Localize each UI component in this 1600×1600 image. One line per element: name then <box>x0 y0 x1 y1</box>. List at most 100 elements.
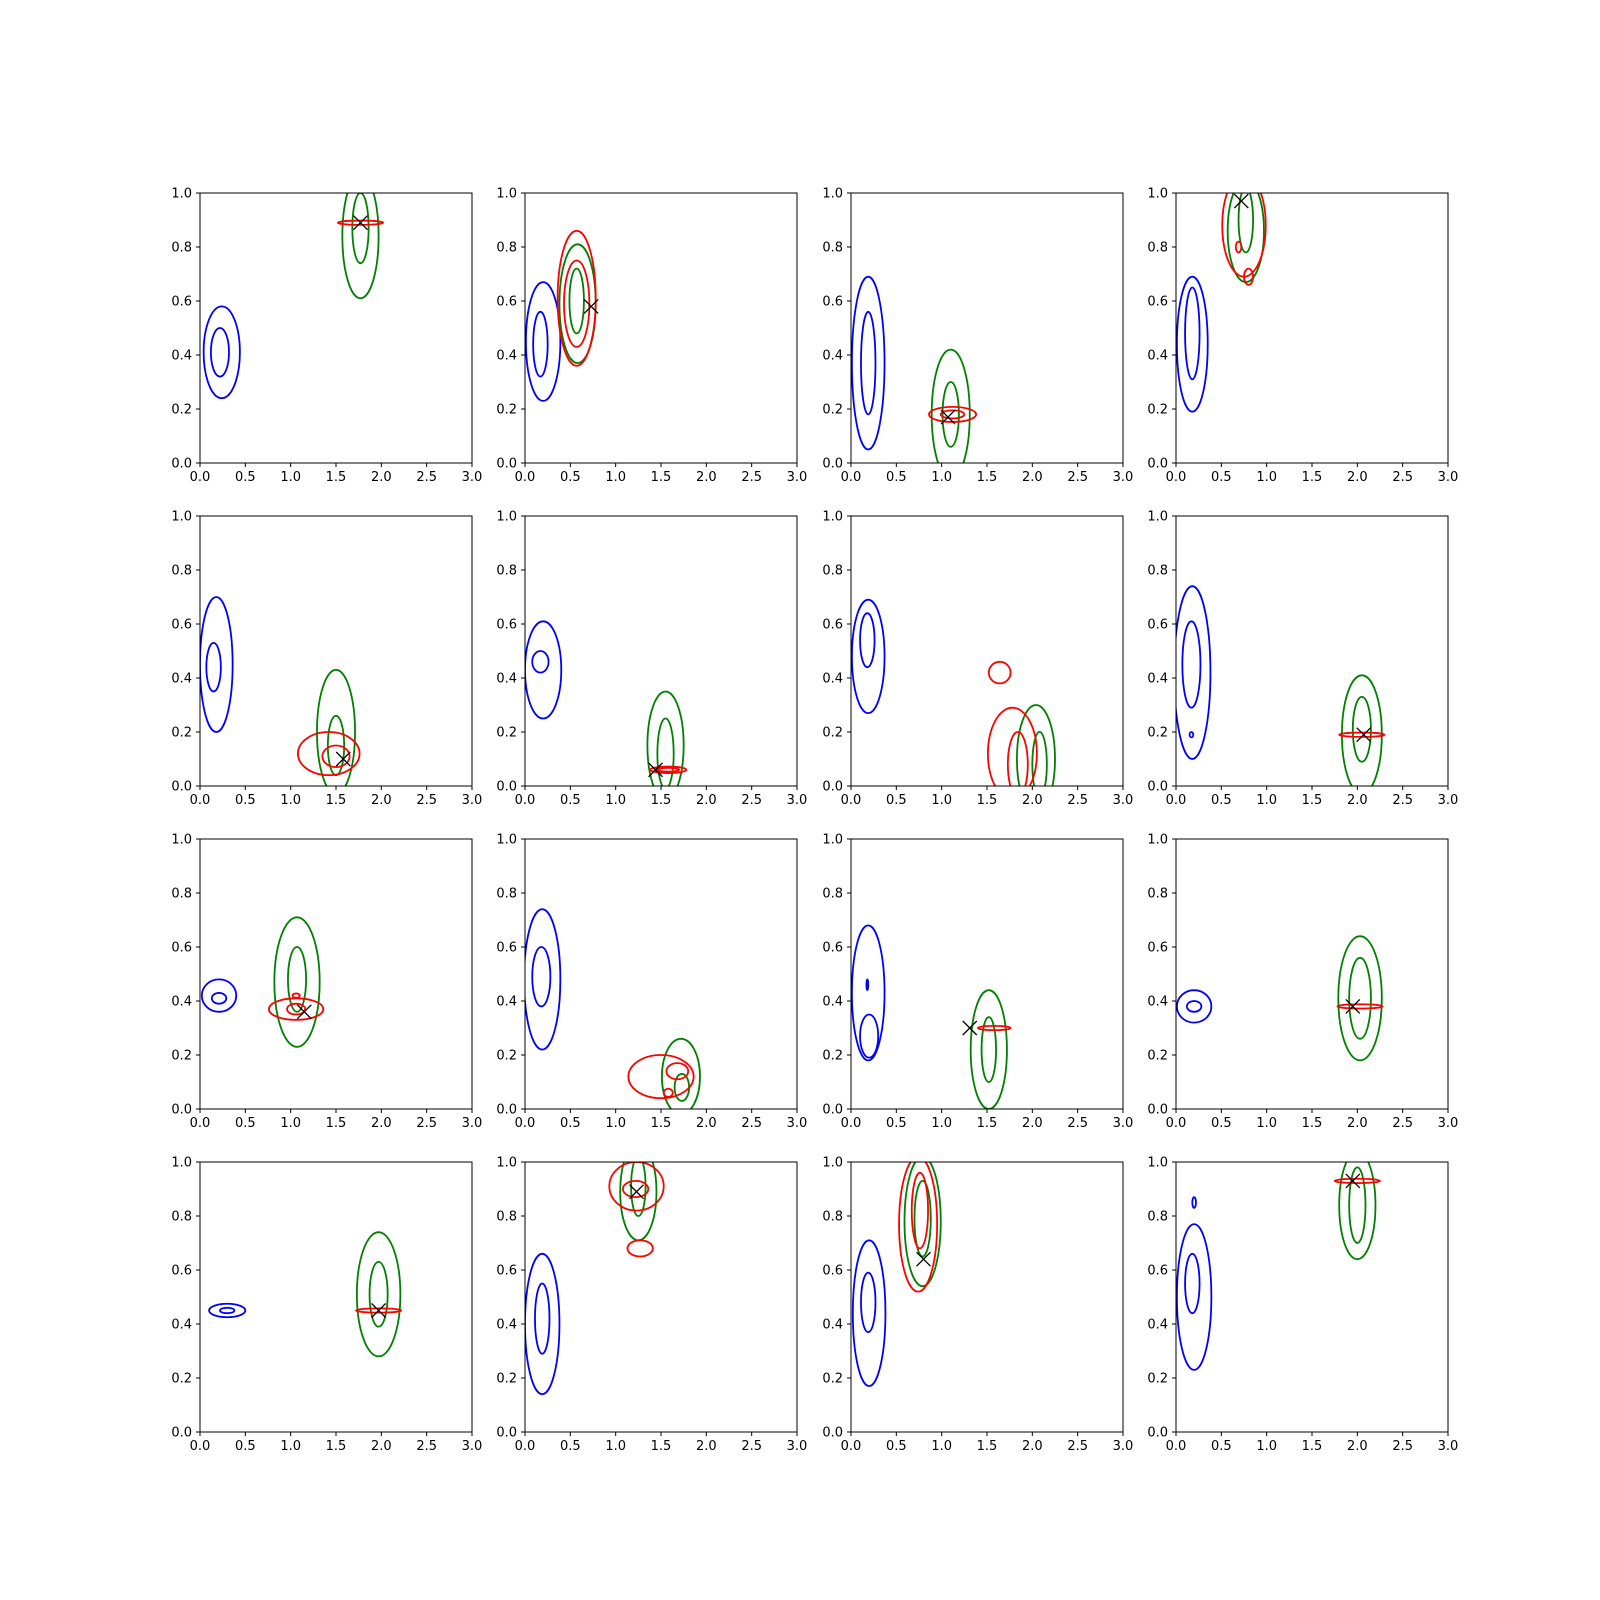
x-tick-label: 1.0 <box>931 470 952 485</box>
y-tick-label: 1.0 <box>496 510 517 525</box>
y-tick-label: 1.0 <box>171 1156 192 1171</box>
blue-contour <box>531 946 552 1008</box>
y-tick-label: 0.8 <box>171 241 192 256</box>
blue-contour <box>1184 286 1201 381</box>
x-tick-label: 3.0 <box>462 470 483 485</box>
x-tick-label: 0.0 <box>1166 793 1187 808</box>
plot-area <box>1176 1162 1381 1371</box>
subplot-4: 0.0 0.5 1.0 1.5 2.0 2.5 3.0 0.0 0.2 0.4 0.6 0.8 1.0 <box>1147 187 1459 486</box>
y-tick-label: 0.2 <box>171 1372 192 1387</box>
x-tick-label: 0.0 <box>515 793 536 808</box>
plot-area <box>1176 585 1386 786</box>
axes-frame <box>1175 838 1449 1110</box>
plot-area <box>1176 935 1384 1062</box>
blue-contour <box>202 305 241 400</box>
y-tick-label: 0.2 <box>496 1049 517 1064</box>
green-contour <box>568 267 585 335</box>
y-tick-label: 1.0 <box>496 187 517 202</box>
red-contour <box>1333 1177 1381 1184</box>
red-contour <box>1234 240 1243 254</box>
x-tick-label: 0.0 <box>1166 1439 1187 1454</box>
red-contour <box>987 660 1012 685</box>
y-tick-label: 0.8 <box>171 1210 192 1225</box>
x-tick-label: 0.0 <box>841 793 862 808</box>
y-tick-label: 0.0 <box>1147 1103 1168 1118</box>
x-marker <box>1356 727 1372 743</box>
subplot-12: 0.0 0.5 1.0 1.5 2.0 2.5 3.0 0.0 0.2 0.4 0.6 0.8 1.0 <box>1147 833 1458 1132</box>
x-marker <box>371 1303 387 1318</box>
y-tick-label: 0.6 <box>171 1264 192 1279</box>
x-tick-label: 2.5 <box>741 1116 762 1131</box>
y-tick-label: 1.0 <box>1147 187 1168 202</box>
subplot-5: 0.0 0.5 1.0 1.5 2.0 2.5 3.0 0.0 0.2 0.4 0.6 0.8 1.0 <box>171 510 482 809</box>
plot-area <box>200 596 361 786</box>
red-contour <box>297 731 361 777</box>
y-tick-label: 0.4 <box>1147 349 1168 364</box>
green-contour <box>273 916 321 1048</box>
x-tick-label: 0.5 <box>1211 793 1232 808</box>
x-tick-label: 3.0 <box>787 470 808 485</box>
red-contour <box>608 1162 665 1212</box>
x-marker <box>916 1251 931 1267</box>
x-tick-label: 0.0 <box>190 470 211 485</box>
red-contour <box>910 1171 929 1250</box>
axes-frame <box>524 838 798 1110</box>
blue-contour <box>1185 1000 1203 1013</box>
y-tick-label: 0.6 <box>822 618 843 633</box>
blue-contour <box>1191 1196 1197 1209</box>
green-contour <box>341 193 380 300</box>
axes-frame <box>850 192 1124 464</box>
y-tick-label: 0.4 <box>822 672 843 687</box>
y-tick-label: 0.2 <box>496 403 517 418</box>
x-tick-label: 0.0 <box>841 1439 862 1454</box>
axes-frame <box>524 1161 798 1433</box>
x-tick-label: 0.0 <box>841 470 862 485</box>
y-tick-label: 0.8 <box>822 564 843 579</box>
y-tick-label: 0.4 <box>171 1318 192 1333</box>
plot-area <box>525 908 701 1109</box>
x-tick-label: 1.5 <box>1302 470 1323 485</box>
y-tick-label: 0.8 <box>1147 564 1168 579</box>
blue-contour <box>531 650 550 674</box>
x-tick-label: 1.0 <box>1256 1439 1277 1454</box>
y-tick-label: 0.6 <box>822 1264 843 1279</box>
blue-contour <box>525 620 563 720</box>
x-tick-label: 1.0 <box>1256 470 1277 485</box>
red-contour <box>662 1087 674 1098</box>
x-tick-label: 2.5 <box>741 1439 762 1454</box>
red-contour <box>336 219 385 226</box>
x-tick-label: 2.0 <box>1347 793 1368 808</box>
x-tick-label: 0.5 <box>235 1116 256 1131</box>
blue-contour <box>851 924 886 1062</box>
green-contour <box>1237 193 1254 254</box>
y-tick-label: 0.6 <box>496 1264 517 1279</box>
x-tick-label: 1.5 <box>651 1439 672 1454</box>
x-tick-label: 0.0 <box>190 1439 211 1454</box>
x-tick-label: 2.5 <box>1392 1439 1413 1454</box>
x-tick-label: 1.5 <box>326 793 347 808</box>
x-tick-label: 3.0 <box>1113 470 1134 485</box>
x-tick-label: 0.5 <box>560 1116 581 1131</box>
y-tick-label: 0.0 <box>822 457 843 472</box>
red-contour <box>1243 267 1254 286</box>
x-tick-label: 3.0 <box>1438 470 1459 485</box>
axes-frame <box>1175 515 1449 787</box>
x-marker <box>1233 193 1249 209</box>
x-tick-label: 2.5 <box>1067 793 1088 808</box>
blue-contour <box>1184 1252 1201 1315</box>
y-tick-label: 0.6 <box>822 295 843 310</box>
x-tick-label: 2.0 <box>696 1116 717 1131</box>
axes-frame <box>199 1161 473 1433</box>
green-contour <box>930 348 971 463</box>
y-tick-label: 0.4 <box>496 672 517 687</box>
green-contour <box>941 381 960 448</box>
y-tick-label: 1.0 <box>1147 1156 1168 1171</box>
plot-area <box>1176 193 1267 413</box>
red-contour <box>321 744 351 769</box>
x-tick-label: 2.0 <box>1022 1439 1043 1454</box>
x-tick-label: 1.0 <box>605 1439 626 1454</box>
x-marker <box>583 298 599 314</box>
x-tick-label: 0.5 <box>1211 1439 1232 1454</box>
y-tick-label: 0.0 <box>496 457 517 472</box>
